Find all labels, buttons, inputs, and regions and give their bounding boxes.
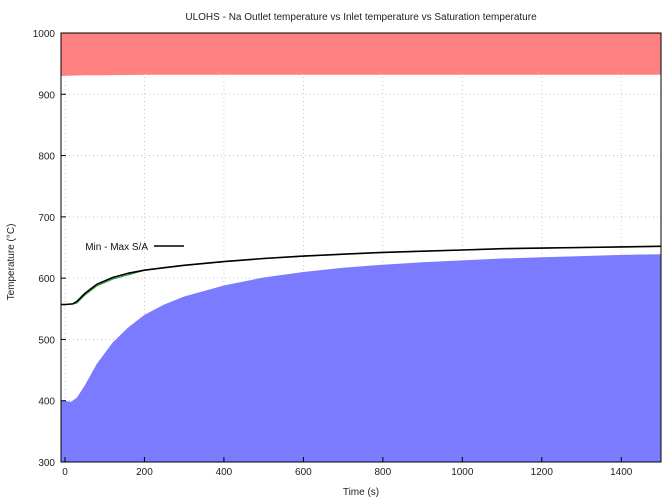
series-line-min-max-sa: [61, 245, 662, 306]
y-tick-label: 900: [38, 90, 55, 101]
legend-label-min-max-sa: Min - Max S/A: [85, 242, 148, 253]
y-tick-label: 700: [38, 213, 55, 224]
x-tick-label: 800: [375, 467, 392, 478]
y-tick-label: 300: [38, 458, 55, 469]
line-layer: [61, 245, 662, 306]
y-tick-label: 1000: [33, 29, 56, 40]
y-tick-label: 600: [38, 274, 55, 285]
y-tick-label: 800: [38, 152, 55, 163]
ticks: 0 200 400 600 800 1000 1200 1400 300 400 500 600 700…: [33, 29, 633, 478]
y-axis-title: Temperature (°C): [6, 224, 17, 301]
chart-title: ULOHS - Na Outlet temperature vs Inlet t…: [185, 12, 537, 23]
inlet-band: [61, 254, 661, 462]
area-layer: [61, 33, 661, 462]
x-tick-label: 200: [136, 467, 153, 478]
saturation-band: [61, 33, 661, 76]
x-tick-label: 1400: [610, 467, 633, 478]
x-tick-label: 600: [295, 467, 312, 478]
x-tick-label: 1200: [531, 467, 554, 478]
x-tick-label: 1000: [451, 467, 474, 478]
y-tick-label: 500: [38, 335, 55, 346]
x-tick-label: 0: [62, 467, 68, 478]
x-axis-title: Time (s): [343, 487, 379, 498]
x-tick-label: 400: [216, 467, 233, 478]
legend: Min - Max S/A: [85, 242, 184, 253]
plot-frame: [60, 32, 662, 463]
y-tick-label: 400: [38, 397, 55, 408]
